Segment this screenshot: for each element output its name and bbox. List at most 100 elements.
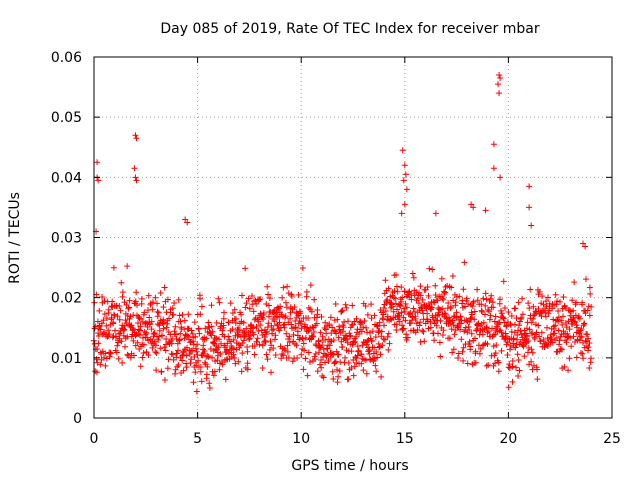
roti-point xyxy=(460,344,467,351)
roti-point xyxy=(490,331,497,338)
x-tick-label: 20 xyxy=(499,431,517,447)
axis-ticks xyxy=(93,56,613,419)
roti-point xyxy=(197,295,204,302)
roti-point xyxy=(579,350,586,357)
roti-point xyxy=(250,308,257,315)
roti-point xyxy=(330,375,337,382)
roti-point xyxy=(547,331,554,338)
roti-point xyxy=(511,321,518,328)
roti-point xyxy=(100,317,107,324)
roti-point xyxy=(116,316,123,323)
roti-point xyxy=(159,332,166,339)
roti-point xyxy=(453,309,460,316)
roti-point xyxy=(448,326,455,333)
roti-point xyxy=(394,288,401,295)
roti-point xyxy=(478,307,485,314)
roti-point xyxy=(355,347,362,354)
roti-point xyxy=(177,330,184,337)
roti-point xyxy=(536,333,543,340)
roti-point xyxy=(437,317,444,324)
roti-point xyxy=(510,340,517,347)
roti-point xyxy=(398,210,405,217)
roti-point xyxy=(416,322,423,329)
roti-point xyxy=(363,324,370,331)
roti-point xyxy=(570,307,577,314)
roti-point xyxy=(415,300,422,307)
roti-point xyxy=(576,337,583,344)
roti-point xyxy=(372,334,379,341)
roti-point xyxy=(427,319,434,326)
roti-point xyxy=(449,272,456,279)
roti-point xyxy=(373,349,380,356)
roti-point xyxy=(243,300,250,307)
roti-point xyxy=(347,332,354,339)
roti-point xyxy=(441,290,448,297)
roti-point xyxy=(363,370,370,377)
roti-point xyxy=(319,342,326,349)
roti-point xyxy=(509,357,516,364)
roti-point xyxy=(299,264,306,271)
roti-point xyxy=(249,292,256,299)
roti-point xyxy=(304,372,311,379)
roti-point xyxy=(222,376,229,383)
roti-point xyxy=(410,305,417,312)
roti-point xyxy=(271,318,278,325)
roti-point xyxy=(357,318,364,325)
roti-point xyxy=(288,321,295,328)
roti-point xyxy=(356,331,363,338)
roti-point xyxy=(191,353,198,360)
roti-point xyxy=(586,339,593,346)
roti-point xyxy=(393,327,400,334)
roti-point xyxy=(231,354,238,361)
roti-point xyxy=(266,295,273,302)
roti-point xyxy=(495,81,502,88)
roti-point xyxy=(588,355,595,362)
x-tick-label: 10 xyxy=(292,431,310,447)
roti-point xyxy=(358,360,365,367)
roti-point xyxy=(412,313,419,320)
roti-point xyxy=(332,358,339,365)
roti-point xyxy=(478,301,485,308)
roti-point xyxy=(118,279,125,286)
roti-point xyxy=(378,328,385,335)
roti-point xyxy=(400,325,407,332)
roti-point xyxy=(195,357,202,364)
roti-point xyxy=(124,312,131,319)
roti-point xyxy=(586,364,593,371)
roti-point xyxy=(513,364,520,371)
roti-point xyxy=(251,351,258,358)
roti-point xyxy=(503,333,510,340)
roti-point xyxy=(106,353,113,360)
roti-point xyxy=(155,309,162,316)
roti-point xyxy=(513,341,520,348)
roti-point xyxy=(573,299,580,306)
roti-point xyxy=(524,333,531,340)
roti-point xyxy=(480,319,487,326)
roti-point xyxy=(206,384,213,391)
roti-point xyxy=(379,342,386,349)
roti-point xyxy=(402,317,409,324)
roti-point xyxy=(331,359,338,366)
roti-point xyxy=(164,365,171,372)
roti-point xyxy=(105,327,112,334)
roti-point xyxy=(239,340,246,347)
roti-point xyxy=(566,355,573,362)
roti-point xyxy=(287,315,294,322)
roti-point xyxy=(101,298,108,305)
roti-point xyxy=(148,326,155,333)
roti-point xyxy=(180,367,187,374)
roti-point xyxy=(353,315,360,322)
roti-point xyxy=(149,299,156,306)
roti-point xyxy=(266,346,273,353)
roti-point xyxy=(316,361,323,368)
roti-point xyxy=(101,311,108,318)
roti-point xyxy=(490,304,497,311)
roti-point xyxy=(349,321,356,328)
roti-point xyxy=(497,296,504,303)
roti-point xyxy=(99,294,106,301)
roti-point xyxy=(270,345,277,352)
roti-point xyxy=(151,330,158,337)
roti-point xyxy=(441,289,448,296)
roti-point xyxy=(534,366,541,373)
roti-point xyxy=(305,315,312,322)
